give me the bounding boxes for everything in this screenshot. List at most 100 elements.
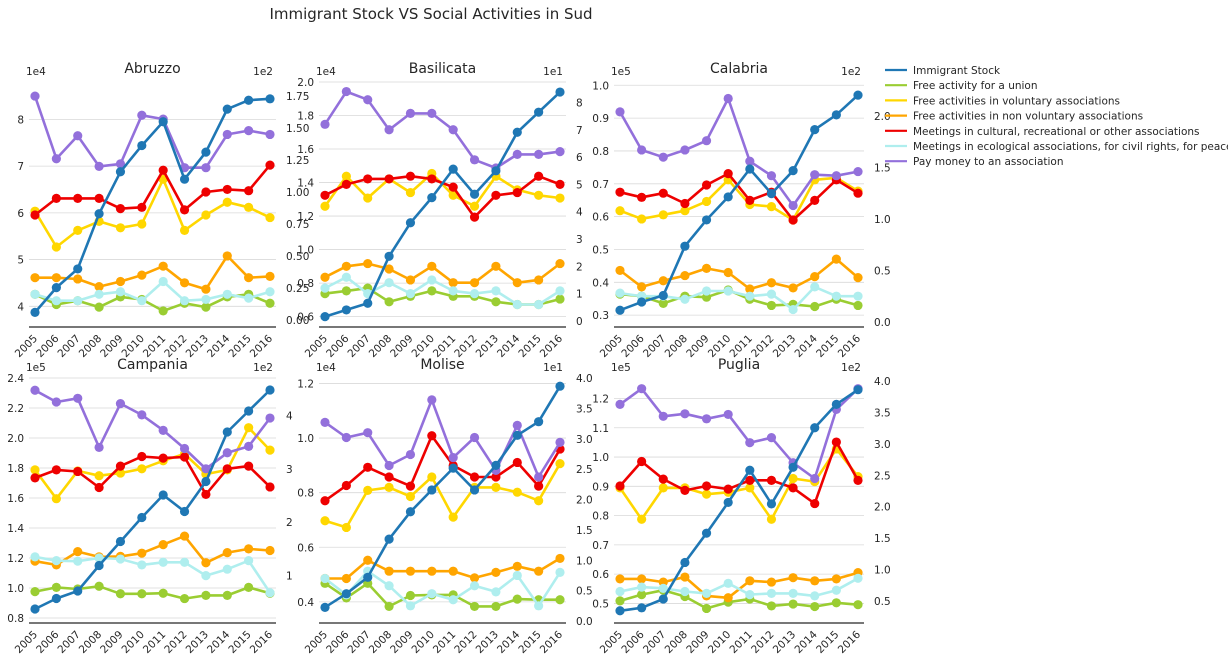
data-point <box>766 201 777 212</box>
right-tick-label: 4 <box>286 410 293 422</box>
x-tick-label: 2015 <box>814 629 841 656</box>
data-point <box>766 588 777 598</box>
data-point <box>491 587 501 597</box>
data-point <box>179 452 190 462</box>
data-point <box>534 275 544 285</box>
right-tick-label: 1.5 <box>874 162 891 174</box>
data-point <box>384 174 394 184</box>
legend: Immigrant Stock Free activity for a union… <box>885 65 1228 168</box>
left-tick-label: 0.7 <box>592 179 609 191</box>
data-point <box>555 179 565 189</box>
x-tick-label: 2006 <box>34 332 62 360</box>
left-axis-multiplier: 1e4 <box>316 66 336 78</box>
data-point <box>512 278 522 288</box>
data-point <box>853 90 863 100</box>
right-tick-label: 0.5 <box>874 596 891 608</box>
data-point <box>448 512 458 522</box>
data-point <box>701 414 712 424</box>
data-point <box>810 125 820 135</box>
data-point <box>701 603 712 614</box>
x-tick-label: 2013 <box>474 629 501 656</box>
data-point <box>94 560 104 571</box>
data-point <box>51 397 61 407</box>
data-point <box>244 95 254 105</box>
data-point <box>810 423 820 433</box>
legend-entry: Free activities in voluntary association… <box>885 95 1120 107</box>
data-point <box>222 197 232 207</box>
data-point <box>137 219 147 229</box>
data-point <box>555 437 565 447</box>
series-line <box>323 172 561 208</box>
data-point <box>341 305 351 315</box>
data-point <box>341 179 351 189</box>
data-point <box>658 290 668 301</box>
data-point <box>179 205 190 215</box>
data-point <box>405 481 416 491</box>
data-point <box>51 273 61 283</box>
data-point <box>363 258 373 269</box>
data-point <box>341 272 351 282</box>
data-point <box>179 443 190 454</box>
left-tick-label: 0.3 <box>592 310 609 322</box>
data-point <box>512 127 522 137</box>
x-tick-label: 2008 <box>77 333 104 360</box>
left-tick-label: 2.0 <box>297 77 314 89</box>
data-point <box>831 598 841 608</box>
data-point <box>853 385 863 395</box>
x-tick-label: 2012 <box>162 629 189 656</box>
x-tick-label: 2008 <box>663 333 690 360</box>
data-point <box>222 251 232 261</box>
x-tick-label: 2010 <box>410 629 437 656</box>
data-point <box>30 473 40 483</box>
x-tick-label: 2011 <box>141 629 168 656</box>
data-point <box>680 586 690 597</box>
data-point <box>137 296 147 306</box>
data-point <box>766 577 777 587</box>
series-line <box>324 434 562 502</box>
data-point <box>73 546 83 557</box>
data-point <box>766 499 777 509</box>
data-point <box>244 556 254 566</box>
data-point <box>427 485 437 495</box>
data-point <box>320 417 330 427</box>
data-point <box>265 588 275 598</box>
series-pay-money-to-an-association <box>320 86 565 173</box>
series-line <box>324 286 561 306</box>
data-point <box>320 283 330 293</box>
x-tick-label: 2016 <box>836 332 864 360</box>
data-point <box>555 381 565 391</box>
x-tick-label: 2013 <box>771 629 798 656</box>
data-point <box>491 472 501 482</box>
x-tick-label: 2014 <box>792 332 820 360</box>
data-point <box>427 275 437 285</box>
data-point <box>158 276 168 287</box>
right-tick-label: 1.0 <box>874 214 891 226</box>
x-tick-label: 2016 <box>538 332 566 360</box>
data-point <box>384 264 394 274</box>
data-point <box>491 482 501 492</box>
x-tick-label: 2011 <box>728 333 755 360</box>
series-free-activities-in-voluntary-associations <box>320 459 565 533</box>
series-meetings-in-cultural-recreational-or-other-associations <box>320 431 565 506</box>
data-point <box>363 298 373 308</box>
data-point <box>427 395 437 405</box>
data-point <box>448 182 458 192</box>
data-point <box>73 264 83 274</box>
data-point <box>555 258 565 269</box>
left-tick-label: 7 <box>17 161 24 173</box>
data-point <box>341 589 351 599</box>
data-point <box>427 261 437 271</box>
data-point <box>512 187 522 198</box>
data-point <box>115 468 126 478</box>
data-point <box>158 425 168 435</box>
data-point <box>745 483 755 493</box>
left-tick-label: 1.2 <box>592 393 609 405</box>
right-tick-label: 3 <box>576 234 583 246</box>
data-point <box>363 428 373 438</box>
data-point <box>469 485 480 495</box>
data-point <box>222 427 232 437</box>
data-point <box>158 117 168 127</box>
data-point <box>137 560 147 570</box>
data-point <box>615 606 625 616</box>
